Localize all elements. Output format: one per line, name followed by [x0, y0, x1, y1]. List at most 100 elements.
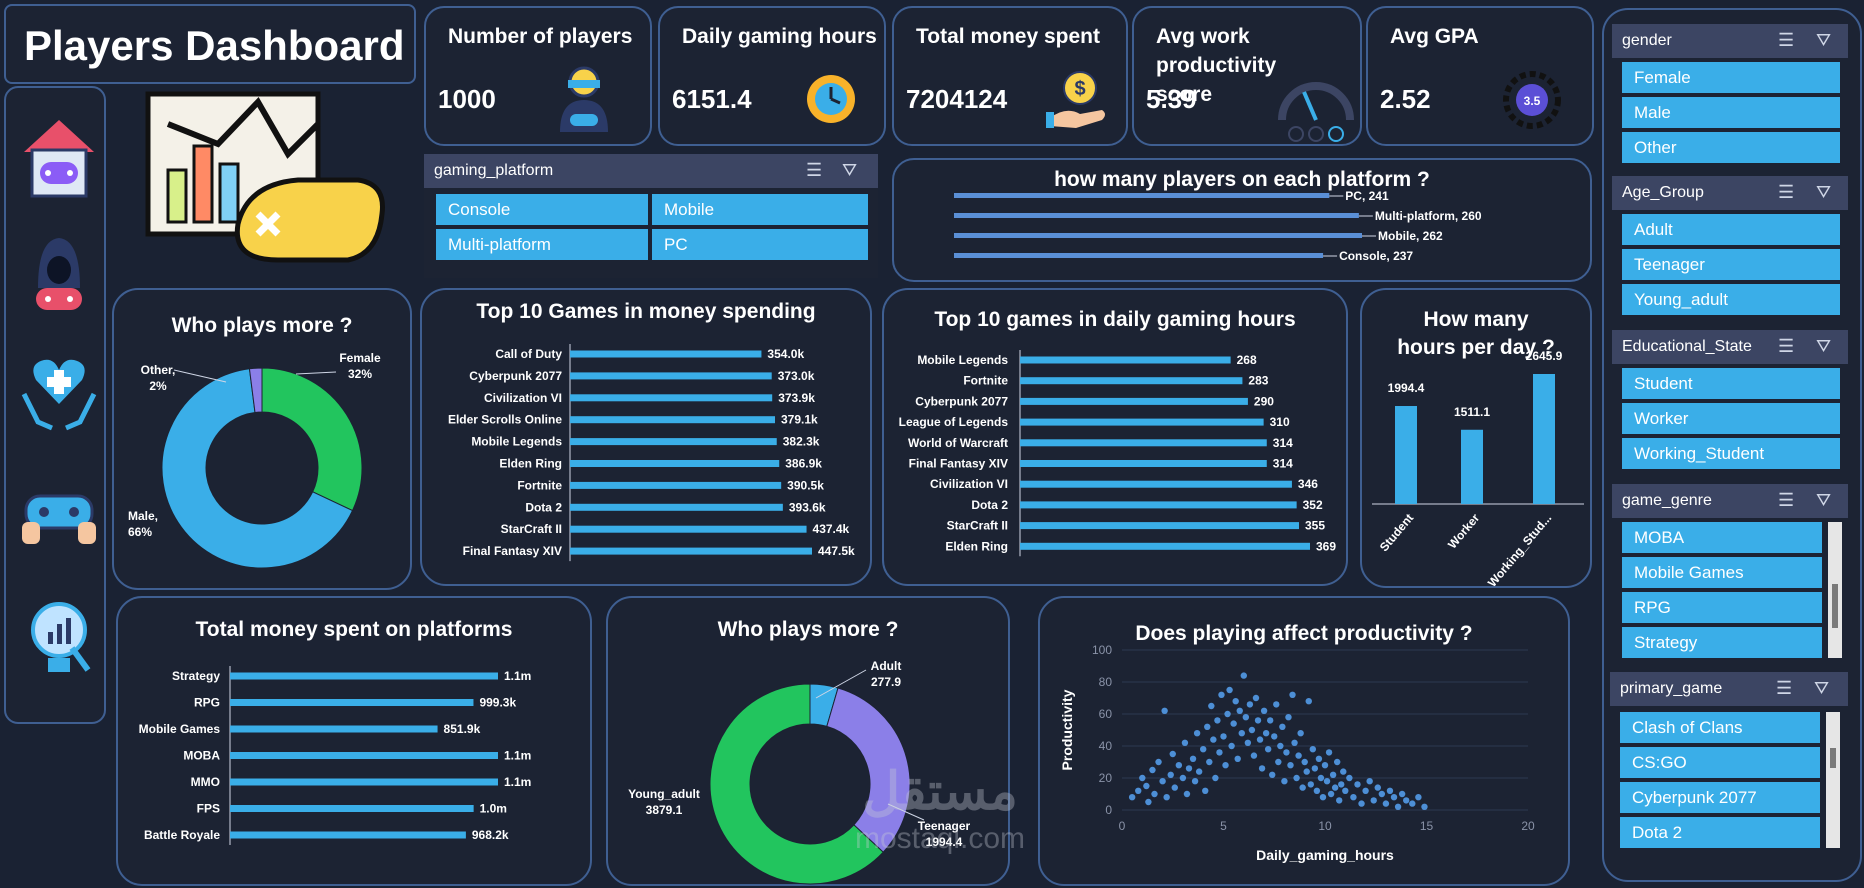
scatter-point: [1228, 742, 1235, 750]
tick-label: 0: [1119, 819, 1126, 833]
slicer-item-other[interactable]: Other: [1622, 132, 1840, 163]
slicer-item-console[interactable]: Console: [436, 194, 648, 225]
scrollbar-thumb[interactable]: [1830, 748, 1836, 768]
scatter-point: [1273, 701, 1280, 708]
slicer-item-cyberpunk-2077[interactable]: Cyberpunk 2077: [1620, 782, 1820, 813]
slicer-item-rpg[interactable]: RPG: [1622, 592, 1822, 623]
data-label: Other,: [141, 363, 176, 377]
tick-label: MMO: [191, 775, 220, 789]
clear-filter-icon[interactable]: ⛛: [1816, 182, 1832, 202]
tick-label: Dota 2: [525, 500, 562, 514]
slicer-scrollbar[interactable]: [1826, 712, 1840, 848]
scrollbar-thumb[interactable]: [1832, 584, 1838, 628]
clear-filter-icon[interactable]: ⛛: [1816, 490, 1832, 510]
slicer-label: primary_game: [1620, 680, 1723, 697]
slicer-item-adult[interactable]: Adult: [1622, 214, 1840, 245]
scatter-point: [1317, 774, 1325, 782]
slicer-item-worker[interactable]: Worker: [1622, 403, 1840, 434]
scatter-point: [1331, 784, 1339, 791]
scatter-point: [1252, 694, 1260, 702]
slicer-item-multi-platform[interactable]: Multi-platform: [436, 229, 648, 260]
scatter-point: [1333, 758, 1341, 766]
scatter-point: [1289, 691, 1296, 698]
scatter-point: [1271, 733, 1278, 740]
slicer-scrollbar[interactable]: [1828, 522, 1842, 658]
multi-select-icon[interactable]: ☰: [1778, 336, 1795, 356]
multi-select-icon[interactable]: ☰: [1776, 678, 1793, 698]
data-label: 66%: [128, 525, 152, 539]
slicer-item-mobile[interactable]: Mobile: [652, 194, 868, 225]
scatter-point: [1382, 800, 1390, 807]
kpi-value: 7204124: [906, 84, 1008, 114]
scatter-point: [1283, 749, 1290, 756]
slicer-item-female[interactable]: Female: [1622, 62, 1840, 93]
clear-filter-icon[interactable]: ⛛: [1816, 336, 1832, 356]
tick-label: Mobile Legends: [471, 435, 562, 449]
multi-select-icon[interactable]: ☰: [1778, 182, 1795, 202]
multi-select-icon[interactable]: ☰: [1778, 30, 1795, 50]
bar: [1020, 356, 1231, 364]
bar: [954, 233, 1362, 238]
slicer-item-teenager[interactable]: Teenager: [1622, 249, 1840, 280]
clear-filter-icon[interactable]: ⛛: [842, 160, 858, 180]
bar: [1020, 439, 1267, 447]
data-label: 390.5k: [787, 478, 824, 492]
bar: [230, 699, 474, 706]
scatter-point: [1350, 794, 1357, 801]
multi-select-icon[interactable]: ☰: [1778, 490, 1795, 510]
kpi-title: Daily gaming hours: [682, 25, 877, 48]
scatter-point: [1220, 733, 1227, 740]
slicer-header: Age_Group ☰ ⛛: [1612, 176, 1848, 210]
scatter-point: [1295, 752, 1302, 759]
controller-hands-icon[interactable]: [18, 466, 100, 556]
gamer-icon: [560, 66, 608, 132]
scatter-point: [1218, 691, 1225, 698]
slicer-item-mobile-games[interactable]: Mobile Games: [1622, 557, 1822, 588]
slicer-item-working-student[interactable]: Working_Student: [1622, 438, 1840, 469]
slicer-item-pc[interactable]: PC: [652, 229, 868, 260]
gender-donut-panel: Who plays more ? Female 32% Male, 66% Other,…: [112, 288, 412, 590]
slicer-item-dota-2[interactable]: Dota 2: [1620, 817, 1820, 848]
watermark-latin: mostaql.com: [854, 822, 1026, 855]
scatter-point: [1260, 707, 1268, 714]
data-label: 1511.1: [1454, 405, 1490, 419]
multi-select-icon[interactable]: ☰: [806, 160, 823, 180]
scatter-point: [1421, 803, 1428, 810]
data-label: Teenager: [918, 819, 971, 833]
slicer-gender: gender ☰ ⛛ Female Male Other: [1612, 24, 1848, 172]
scatter-point: [1204, 723, 1211, 730]
tick-label: Worker: [1445, 511, 1482, 552]
analytics-bulb-icon[interactable]: [18, 592, 100, 682]
kpi-value: 1000: [438, 84, 496, 114]
data-label: 352: [1303, 498, 1323, 512]
slicer-item-moba[interactable]: MOBA: [1622, 522, 1822, 553]
slicer-item-strategy[interactable]: Strategy: [1622, 627, 1822, 658]
scatter-point: [1202, 787, 1209, 794]
gpa-badge-icon: 3.5: [1503, 71, 1561, 129]
slicer-item-male[interactable]: Male: [1622, 97, 1840, 128]
data-label: Male,: [128, 509, 158, 523]
health-hands-icon[interactable]: [18, 344, 100, 434]
hours-per-day-chart: 1994.4 Student 1511.1 Worker 2645.9 Working_S…: [1372, 349, 1584, 590]
slicer-item-student[interactable]: Student: [1622, 368, 1840, 399]
clear-filter-icon[interactable]: ⛛: [1816, 30, 1832, 50]
slicer-item-clash-of-clans[interactable]: Clash of Clans: [1620, 712, 1820, 743]
scatter-point: [1338, 781, 1345, 788]
kpi-card-players: Number of players 1000: [424, 6, 652, 146]
tick-label: 10: [1318, 819, 1332, 833]
donut-slice: [709, 683, 884, 885]
data-label: 346: [1298, 477, 1318, 491]
hacker-gamer-icon[interactable]: [18, 228, 100, 318]
data-label: 310: [1270, 415, 1290, 429]
slicer-item-csgo[interactable]: CS:GO: [1620, 747, 1820, 778]
slicer-item-young-adult[interactable]: Young_adult: [1622, 284, 1840, 315]
kpi-card-hours: Daily gaming hours 6151.4: [658, 6, 886, 146]
scatter-point: [1248, 726, 1256, 734]
age-donut-panel: Who plays more ? Adult 277.9 Teenager 1994.…: [606, 596, 1010, 886]
tick-label: 40: [1099, 739, 1113, 753]
scatter-point: [1143, 782, 1150, 790]
data-label: 1.1m: [504, 669, 531, 683]
home-gamepad-icon[interactable]: [18, 112, 100, 202]
clear-filter-icon[interactable]: ⛛: [1814, 678, 1830, 698]
scatter-point: [1266, 717, 1274, 724]
